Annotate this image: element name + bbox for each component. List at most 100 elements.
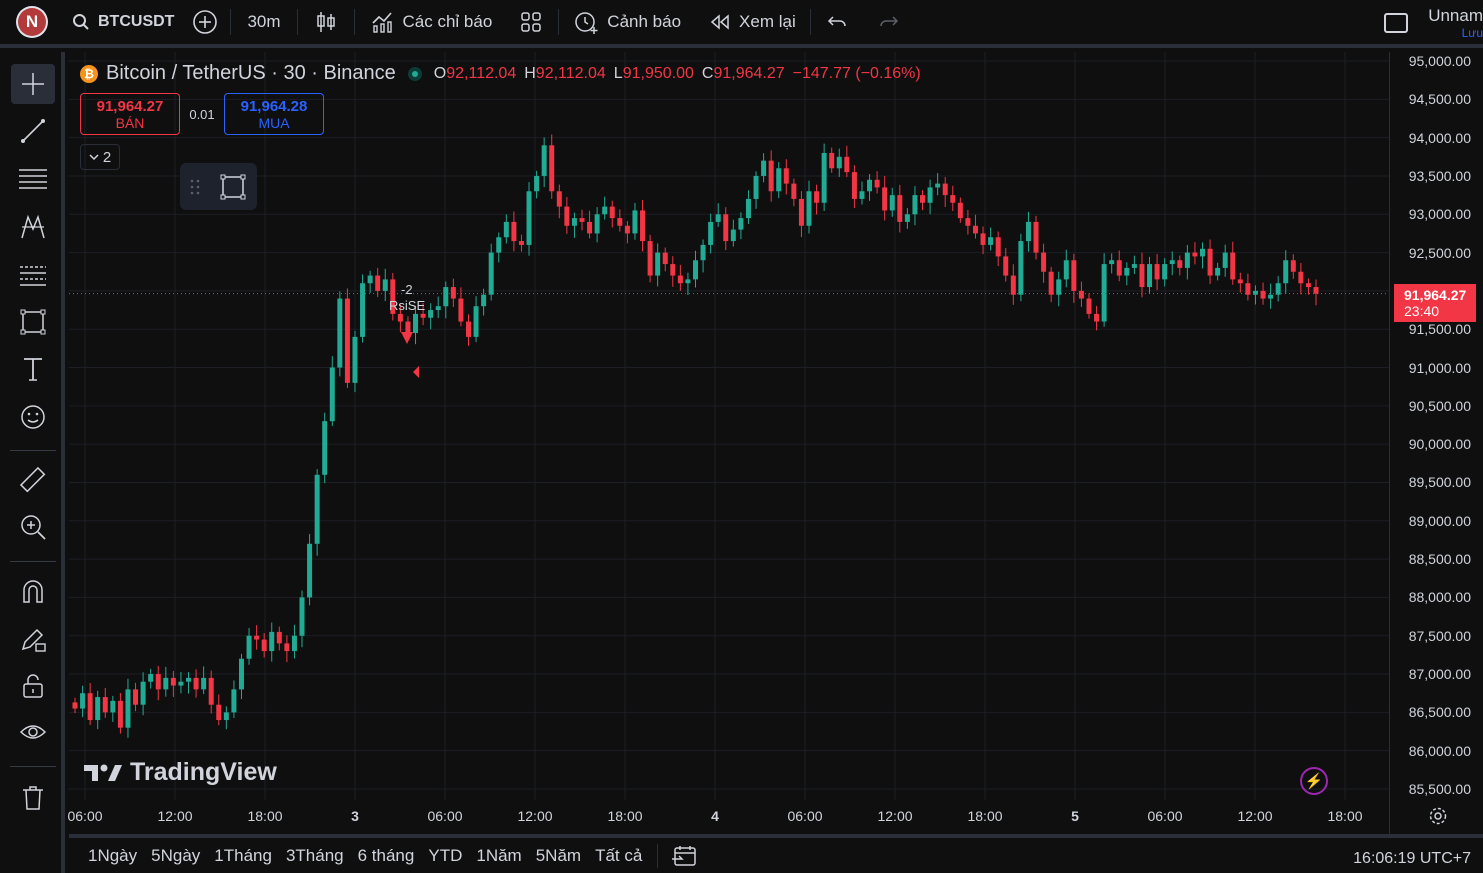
drag-handle-icon[interactable] <box>190 178 200 196</box>
candle-body <box>768 160 774 192</box>
measure-tool-button[interactable] <box>11 460 55 500</box>
toolbar-divider <box>296 9 298 35</box>
interval-button[interactable]: 30m <box>231 0 296 46</box>
candle-body <box>950 195 956 203</box>
candle-body <box>753 175 759 199</box>
toolbar-divider <box>10 766 56 767</box>
shape-tool-button[interactable] <box>11 302 55 342</box>
templates-button[interactable] <box>508 0 558 46</box>
trade-quantity[interactable]: 0.01 <box>189 106 215 122</box>
trendline-icon <box>21 119 45 143</box>
candle-body <box>1147 264 1153 288</box>
replay-button[interactable]: Xem lại <box>695 0 810 46</box>
indicators-button[interactable]: Các chỉ báo <box>355 0 509 46</box>
hide-drawings-button[interactable] <box>11 713 55 753</box>
chart-type-button[interactable] <box>298 0 354 46</box>
redo-button[interactable] <box>863 0 915 46</box>
lock-drawings-button[interactable] <box>11 666 55 706</box>
range-button[interactable]: 1Ngày <box>88 845 138 865</box>
candle <box>867 174 873 201</box>
range-button[interactable]: 1Tháng <box>214 845 272 865</box>
undo-button[interactable] <box>811 0 863 46</box>
alarm-clock-icon <box>575 12 598 34</box>
range-button[interactable]: 5Ngày <box>151 845 201 865</box>
candle <box>322 412 328 484</box>
time-tick-label: 06:00 <box>1147 808 1183 824</box>
sell-button[interactable]: 91,964.27 BÁN <box>80 93 180 135</box>
alerts-button[interactable]: Cảnh báo <box>559 0 695 46</box>
candle-body <box>140 681 146 705</box>
range-button[interactable]: 5Năm <box>535 845 582 865</box>
candle <box>80 685 86 718</box>
symbol-search-button[interactable]: BTCUSDT <box>62 0 184 46</box>
buy-button[interactable]: 91,964.28 MUA <box>224 93 324 135</box>
range-button[interactable]: 3Tháng <box>285 845 344 865</box>
candle-body <box>375 275 381 291</box>
market-status-icon[interactable] <box>407 66 422 81</box>
candle <box>1169 251 1175 276</box>
candle <box>1041 243 1047 283</box>
price-tick-label: 93,000.00 <box>1408 206 1471 223</box>
candle <box>133 682 139 712</box>
candle-body <box>428 310 434 318</box>
price-tick-label: 94,500.00 <box>1408 91 1471 108</box>
symbol-title[interactable]: Bitcoin / TetherUS · 30 · Binance <box>106 62 396 84</box>
candle <box>655 243 661 287</box>
trendline-tool-button[interactable] <box>11 111 55 151</box>
range-button[interactable]: YTD <box>428 845 463 865</box>
text-tool-button[interactable] <box>11 349 55 389</box>
rectangle-icon[interactable] <box>219 173 247 201</box>
user-avatar[interactable]: N <box>16 6 48 38</box>
drawing-mode-button[interactable] <box>11 619 55 659</box>
candle-body <box>1283 260 1289 284</box>
price-tick-label: 86,500.00 <box>1408 704 1471 721</box>
range-button[interactable]: 6 tháng <box>357 845 415 865</box>
price-tick-label: 90,500.00 <box>1408 397 1471 414</box>
candle-body <box>579 218 585 222</box>
candle <box>753 171 759 209</box>
candle <box>1033 215 1039 260</box>
candle-body <box>269 631 275 652</box>
prediction-tool-button[interactable] <box>11 255 55 295</box>
candle-body <box>541 145 547 176</box>
user-save-box[interactable]: Unnam Lưu <box>1428 6 1483 40</box>
zoom-tool-button[interactable] <box>11 507 55 547</box>
candle-body <box>1290 260 1296 272</box>
candle-body <box>821 152 827 203</box>
layout-icon[interactable] <box>1384 13 1408 33</box>
clock[interactable]: 16:06:19 UTC+7 <box>1353 850 1471 867</box>
candle-body <box>1041 252 1047 272</box>
icon-tool-button[interactable] <box>11 397 55 437</box>
delete-drawings-button[interactable] <box>11 778 55 818</box>
chart-pane[interactable]: -2 RsiSE <box>69 52 1389 834</box>
candle <box>163 666 169 697</box>
candle <box>594 207 600 243</box>
crosshair-tool-button[interactable] <box>11 64 55 104</box>
add-circle-icon <box>193 10 218 34</box>
lightning-icon[interactable]: ⚡ <box>1300 767 1328 795</box>
candle <box>1184 244 1190 280</box>
price-axis[interactable]: 95,000.00 94,500.00 94,000.00 93,500.00 93,0… <box>1389 52 1483 834</box>
candle <box>995 231 1001 267</box>
candle <box>284 635 290 663</box>
candle-body <box>534 175 540 192</box>
indicators-collapse-button[interactable]: 2 <box>80 144 120 170</box>
compare-symbol-button[interactable] <box>184 0 230 46</box>
goto-date-icon[interactable] <box>672 844 698 868</box>
time-tick-label: 12:00 <box>517 808 553 824</box>
range-button[interactable]: 1Năm <box>476 845 522 865</box>
candle <box>1094 305 1100 331</box>
trash-icon <box>23 786 43 810</box>
candle-body <box>314 474 320 544</box>
gear-icon[interactable] <box>1428 806 1448 826</box>
candle <box>587 210 593 239</box>
candle <box>291 624 297 659</box>
pattern-tool-button[interactable] <box>11 207 55 247</box>
toolbar-divider <box>809 9 811 35</box>
fib-tool-button[interactable] <box>11 159 55 199</box>
range-button[interactable]: Tất cả <box>595 845 643 865</box>
tradingview-logo[interactable]: TradingView <box>84 758 277 787</box>
time-axis[interactable]: 06:00 12:00 18:00 3 06:00 12:00 18:00 4 06:00 12:… <box>67 800 1389 834</box>
magnet-tool-button[interactable] <box>11 572 55 612</box>
